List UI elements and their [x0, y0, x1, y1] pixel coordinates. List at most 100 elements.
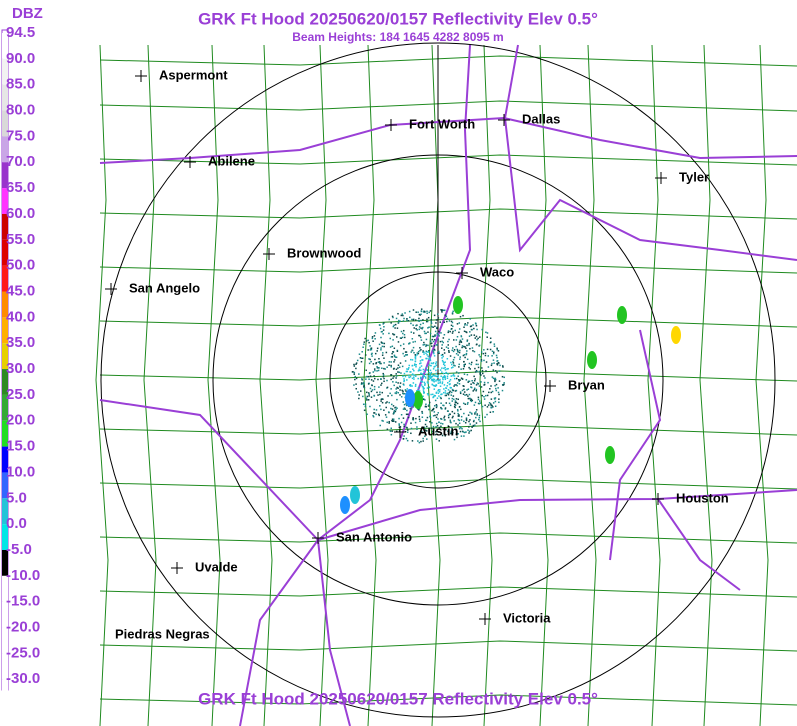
echo: [489, 411, 492, 413]
echo: [482, 390, 485, 393]
echo: [474, 367, 476, 370]
echo: [463, 420, 465, 423]
echo: [489, 337, 492, 340]
echo: [444, 369, 447, 371]
echo: [469, 411, 471, 414]
echo: [420, 373, 422, 375]
echo: [412, 368, 414, 371]
echo: [448, 397, 450, 400]
echo: [434, 334, 436, 336]
echo: [475, 343, 478, 346]
echo: [364, 405, 367, 408]
echo: [457, 412, 459, 415]
echo: [403, 425, 405, 428]
echo: [449, 330, 451, 333]
echo: [459, 356, 462, 358]
echo: [442, 355, 444, 358]
echo: [423, 381, 426, 384]
echo: [383, 409, 385, 411]
echo: [432, 415, 435, 417]
echo: [382, 333, 384, 335]
echo: [398, 385, 401, 388]
echo: [460, 408, 462, 411]
echo: [419, 323, 422, 326]
echo: [481, 328, 483, 331]
echo: [434, 399, 437, 402]
echo: [430, 393, 432, 396]
echo: [475, 389, 477, 392]
county-line: [99, 586, 797, 598]
echo: [472, 390, 474, 392]
echo: [420, 310, 423, 313]
echo: [404, 336, 406, 339]
echo: [503, 376, 505, 379]
echo: [388, 364, 390, 366]
echo: [417, 311, 419, 313]
echo: [420, 430, 423, 433]
city-label: San Antonio: [336, 529, 412, 544]
echo: [369, 349, 372, 351]
echo: [417, 350, 420, 353]
echo: [457, 433, 459, 435]
echo: [469, 318, 472, 320]
echo: [501, 365, 504, 367]
echo: [394, 421, 397, 423]
echo: [362, 395, 364, 398]
echo: [460, 341, 463, 343]
echo: [459, 379, 461, 381]
echo: [377, 367, 379, 369]
city-label: Houston: [676, 490, 729, 505]
echo: [458, 383, 461, 385]
echo: [450, 367, 453, 369]
echo: [491, 390, 494, 393]
echo: [433, 381, 435, 383]
echo: [461, 378, 464, 380]
echo: [409, 384, 411, 387]
echo: [435, 362, 437, 365]
echo: [382, 352, 384, 354]
echo: [468, 342, 470, 345]
echo: [449, 386, 452, 389]
echo: [464, 323, 466, 325]
echo: [411, 364, 414, 367]
echo: [456, 335, 459, 338]
echo: [450, 432, 452, 435]
echo: [441, 340, 443, 343]
echo: [373, 368, 376, 370]
echo: [450, 324, 453, 327]
echo: [394, 356, 397, 358]
legend-swatch: [2, 498, 8, 525]
echo: [380, 378, 382, 380]
echo: [444, 378, 447, 381]
echo: [495, 389, 498, 392]
echo: [396, 386, 398, 389]
echo: [431, 379, 433, 382]
county-line: [99, 208, 797, 220]
echo: [424, 384, 426, 386]
legend-swatch: [2, 369, 8, 395]
echo: [381, 367, 383, 369]
echo: [423, 310, 426, 313]
echo-cell: [617, 306, 627, 324]
echo: [428, 375, 431, 377]
echo: [458, 351, 461, 354]
echo: [380, 362, 382, 365]
echo: [436, 397, 439, 399]
echo: [446, 375, 449, 378]
echo: [374, 338, 376, 340]
echo: [473, 382, 475, 385]
echo-cell: [340, 496, 350, 514]
echo: [427, 405, 430, 407]
echo: [492, 411, 495, 413]
echo: [467, 380, 470, 383]
echo: [425, 320, 428, 323]
echo: [465, 347, 467, 350]
echo: [440, 418, 443, 420]
echo: [473, 350, 476, 353]
echo: [418, 334, 420, 337]
city-label: Austin: [418, 423, 459, 438]
echo: [378, 367, 380, 369]
echo: [400, 396, 403, 398]
echo: [397, 341, 400, 343]
echo: [447, 430, 449, 433]
